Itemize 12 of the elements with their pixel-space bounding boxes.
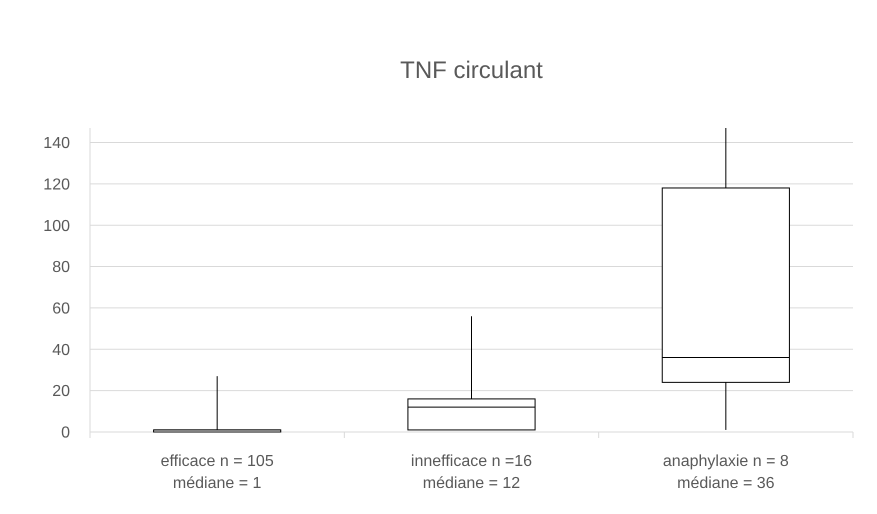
y-tick-label: 60 (52, 300, 70, 318)
y-tick-label: 120 (43, 176, 70, 194)
y-tick-label: 0 (61, 424, 70, 442)
x-tick-label: innefficace n =16 médiane = 12 (410, 453, 532, 492)
y-tick-label: 140 (43, 135, 70, 152)
chart-title: TNF circulant (400, 57, 544, 84)
y-tick-label: 80 (52, 259, 70, 276)
y-tick-label: 20 (52, 383, 70, 400)
y-tick-label: 40 (52, 342, 70, 359)
x-tick-label: anaphylaxie n = 8 médiane = 36 (662, 453, 789, 492)
x-tick-label: efficace n = 105 médiane = 1 (160, 453, 274, 492)
y-tick-label: 100 (43, 218, 70, 235)
